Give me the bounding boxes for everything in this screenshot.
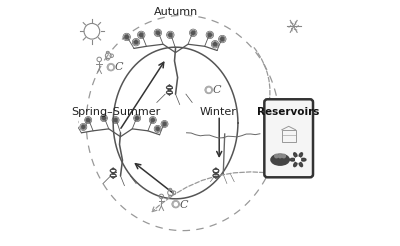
Ellipse shape <box>290 158 295 161</box>
Ellipse shape <box>294 153 297 157</box>
Text: C: C <box>179 200 188 210</box>
Text: Spring–Summer: Spring–Summer <box>71 107 160 117</box>
Circle shape <box>114 119 117 122</box>
Bar <box>282 130 296 142</box>
Text: Autumn: Autumn <box>154 7 198 17</box>
Circle shape <box>163 123 166 125</box>
Circle shape <box>125 35 128 39</box>
Circle shape <box>275 154 278 158</box>
Circle shape <box>140 33 143 37</box>
Circle shape <box>221 37 224 41</box>
Circle shape <box>156 127 159 130</box>
Circle shape <box>169 33 172 37</box>
FancyBboxPatch shape <box>264 99 313 177</box>
Ellipse shape <box>299 162 302 167</box>
Text: Reservoirs: Reservoirs <box>258 107 320 117</box>
Circle shape <box>134 41 138 44</box>
Circle shape <box>156 31 160 34</box>
Circle shape <box>102 117 106 120</box>
Circle shape <box>282 154 286 158</box>
Circle shape <box>192 31 195 34</box>
Text: C: C <box>213 85 221 95</box>
Ellipse shape <box>294 162 297 167</box>
Circle shape <box>73 121 76 123</box>
Circle shape <box>87 119 90 122</box>
Circle shape <box>208 33 212 37</box>
Ellipse shape <box>301 158 306 161</box>
Ellipse shape <box>271 154 289 165</box>
Circle shape <box>82 125 85 128</box>
Circle shape <box>278 154 282 158</box>
Circle shape <box>151 119 154 122</box>
Text: Winter: Winter <box>200 107 237 117</box>
Circle shape <box>136 117 139 120</box>
Text: C: C <box>114 62 123 72</box>
Circle shape <box>213 43 217 46</box>
Circle shape <box>296 157 300 162</box>
Ellipse shape <box>299 153 302 157</box>
